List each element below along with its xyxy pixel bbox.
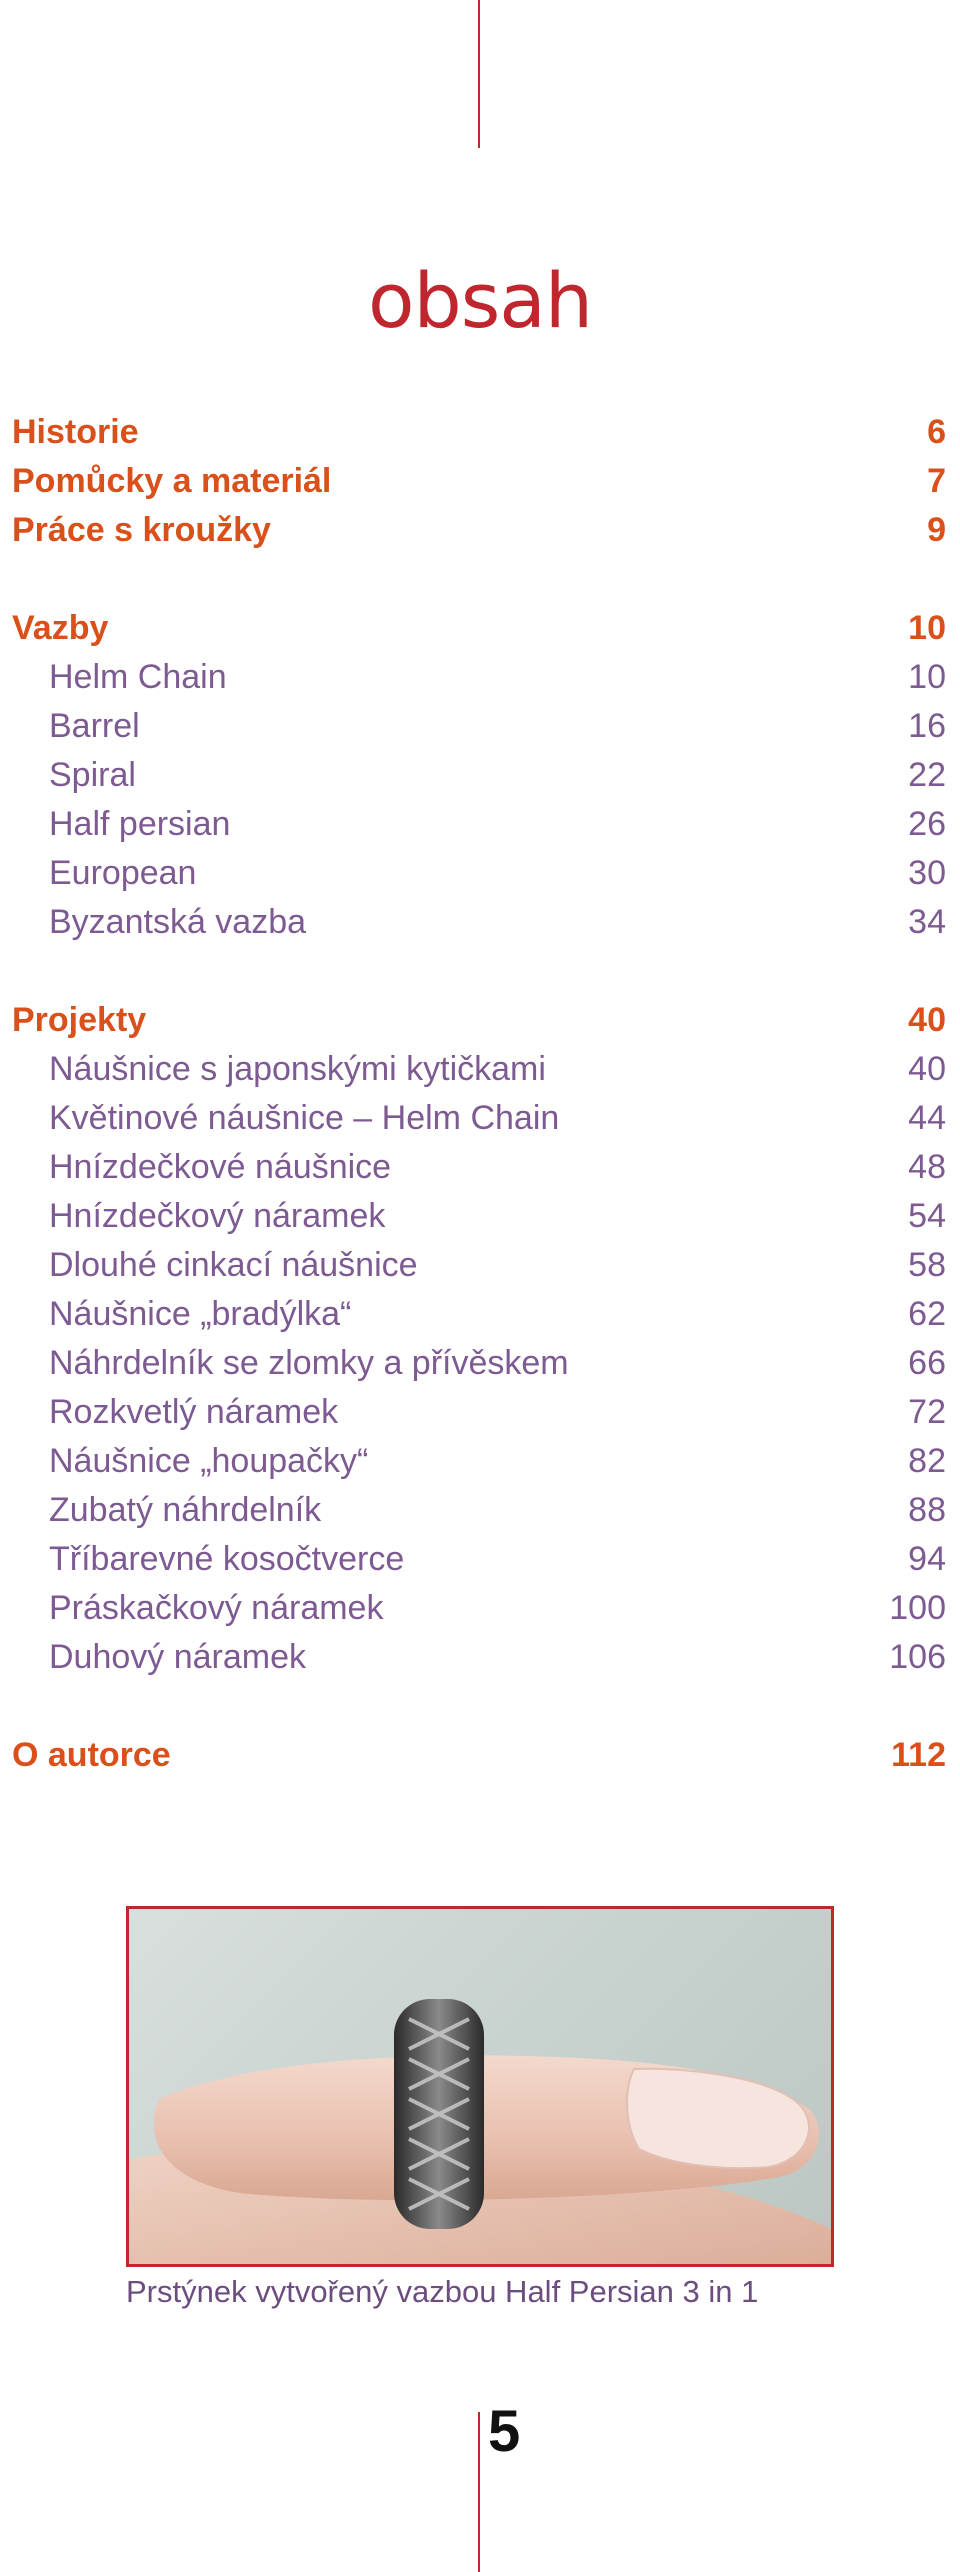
toc-label: Náhrdelník se zlomky a přívěskem (49, 1344, 569, 1382)
toc-row[interactable]: Květinové náušnice – Helm Chain 44 (12, 1094, 946, 1143)
toc-label: Duhový náramek (49, 1638, 307, 1676)
toc-label: Spiral (49, 756, 136, 794)
toc-label: Náušnice s japonskými kytičkami (49, 1050, 546, 1088)
toc-row[interactable]: Rozkvetlý náramek 72 (12, 1388, 946, 1437)
toc-page: 100 (889, 1589, 946, 1627)
toc-page: 48 (908, 1148, 946, 1186)
toc-page: 40 (908, 1001, 946, 1039)
toc-label: Rozkvetlý náramek (49, 1393, 339, 1431)
toc-label: Květinové náušnice – Helm Chain (49, 1099, 560, 1137)
toc-row[interactable]: Práskačkový náramek 100 (12, 1584, 946, 1633)
toc-row[interactable]: Náhrdelník se zlomky a přívěskem 66 (12, 1339, 946, 1388)
toc-row[interactable]: Half persian 26 (12, 800, 946, 849)
toc-row[interactable]: Pomůcky a materiál 7 (12, 457, 946, 506)
ring-photo (126, 1906, 834, 2267)
toc-label: Práce s kroužky (12, 511, 271, 549)
toc-label: Byzantská vazba (49, 903, 307, 941)
toc-row[interactable]: Helm Chain 10 (12, 653, 946, 702)
page-title: obsah (367, 255, 593, 345)
toc-page: 66 (908, 1344, 946, 1382)
toc-row[interactable]: Spiral 22 (12, 751, 946, 800)
toc-row[interactable]: O autorce 112 (12, 1731, 946, 1780)
toc-page: 16 (908, 707, 946, 745)
toc-label: European (49, 854, 197, 892)
toc-row[interactable]: Náušnice s japonskými kytičkami 40 (12, 1045, 946, 1094)
toc-page: 10 (908, 609, 946, 647)
toc-page: 30 (908, 854, 946, 892)
toc-label: Zubatý náhrdelník (49, 1491, 322, 1529)
toc-page: 6 (927, 413, 946, 451)
toc-page: 26 (908, 805, 946, 843)
toc-page: 106 (889, 1638, 946, 1676)
ring-illustration (129, 1999, 831, 2264)
toc-label: Hnízdečkové náušnice (49, 1148, 392, 1186)
toc-row[interactable]: Práce s kroužky 9 (12, 506, 946, 555)
toc-row[interactable]: Tříbarevné kosočtverce 94 (12, 1535, 946, 1584)
toc-label: Tříbarevné kosočtverce (49, 1540, 405, 1578)
toc-page: 10 (908, 658, 946, 696)
toc-row[interactable]: Barrel 16 (12, 702, 946, 751)
toc-row[interactable]: Byzantská vazba 34 (12, 898, 946, 947)
toc-label: Barrel (49, 707, 140, 745)
toc-label: Náušnice „houpačky“ (49, 1442, 369, 1480)
toc-page: 82 (908, 1442, 946, 1480)
top-divider-line (478, 0, 480, 148)
toc-label: Helm Chain (49, 658, 227, 696)
toc-label: Hnízdečkový náramek (49, 1197, 386, 1235)
toc-row[interactable]: Náušnice „bradýlka“ 62 (12, 1290, 946, 1339)
toc-page: 94 (908, 1540, 946, 1578)
toc-label: Náušnice „bradýlka“ (49, 1295, 352, 1333)
toc-page: 112 (891, 1736, 946, 1774)
photo-caption: Prstýnek vytvořený vazbou Half Persian 3… (126, 2274, 759, 2309)
toc-label: Práskačkový náramek (49, 1589, 384, 1627)
toc-label: O autorce (12, 1736, 171, 1774)
toc-row[interactable]: Projekty 40 (12, 996, 946, 1045)
toc-row[interactable]: Vazby 10 (12, 604, 946, 653)
toc-row[interactable]: Duhový náramek 106 (12, 1633, 946, 1682)
toc-page: 88 (908, 1491, 946, 1529)
toc-page: 54 (908, 1197, 946, 1235)
toc-row[interactable]: Náušnice „houpačky“ 82 (12, 1437, 946, 1486)
toc-page: 58 (908, 1246, 946, 1284)
toc-page: 34 (908, 903, 946, 941)
ring-links (408, 2017, 470, 2211)
toc-label: Historie (12, 413, 139, 451)
toc-row[interactable]: European 30 (12, 849, 946, 898)
toc-label: Pomůcky a materiál (12, 462, 332, 500)
toc-row[interactable]: Hnízdečkové náušnice 48 (12, 1143, 946, 1192)
toc-page: 7 (927, 462, 946, 500)
bottom-divider-line (478, 2412, 480, 2572)
toc-label: Vazby (12, 609, 109, 647)
toc-label: Half persian (49, 805, 231, 843)
toc-page: 62 (908, 1295, 946, 1333)
fingernail-shape (626, 2067, 810, 2170)
toc-page: 72 (908, 1393, 946, 1431)
toc-row[interactable]: Historie 6 (12, 408, 946, 457)
toc-label: Dlouhé cinkací náušnice (49, 1246, 418, 1284)
toc-page: 9 (927, 511, 946, 549)
toc-page: 40 (908, 1050, 946, 1088)
toc-row[interactable]: Zubatý náhrdelník 88 (12, 1486, 946, 1535)
toc-row[interactable]: Hnízdečkový náramek 54 (12, 1192, 946, 1241)
page-number: 5 (488, 2399, 521, 2464)
toc-page: 22 (908, 756, 946, 794)
toc-row[interactable]: Dlouhé cinkací náušnice 58 (12, 1241, 946, 1290)
toc-page: 44 (908, 1099, 946, 1137)
toc-label: Projekty (12, 1001, 147, 1039)
